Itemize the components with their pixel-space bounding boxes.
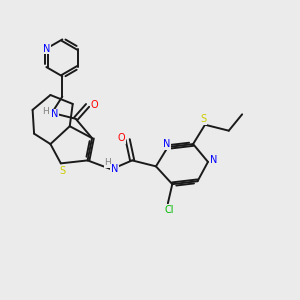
Text: N: N xyxy=(163,139,170,149)
Text: O: O xyxy=(90,100,98,110)
Text: N: N xyxy=(111,164,118,174)
Text: N: N xyxy=(43,44,50,54)
Text: H: H xyxy=(42,107,49,116)
Text: O: O xyxy=(117,133,125,143)
Text: H: H xyxy=(104,158,111,167)
Text: N: N xyxy=(210,155,218,165)
Text: N: N xyxy=(51,109,58,119)
Text: S: S xyxy=(59,166,65,176)
Text: Cl: Cl xyxy=(165,205,174,215)
Text: S: S xyxy=(200,114,207,124)
